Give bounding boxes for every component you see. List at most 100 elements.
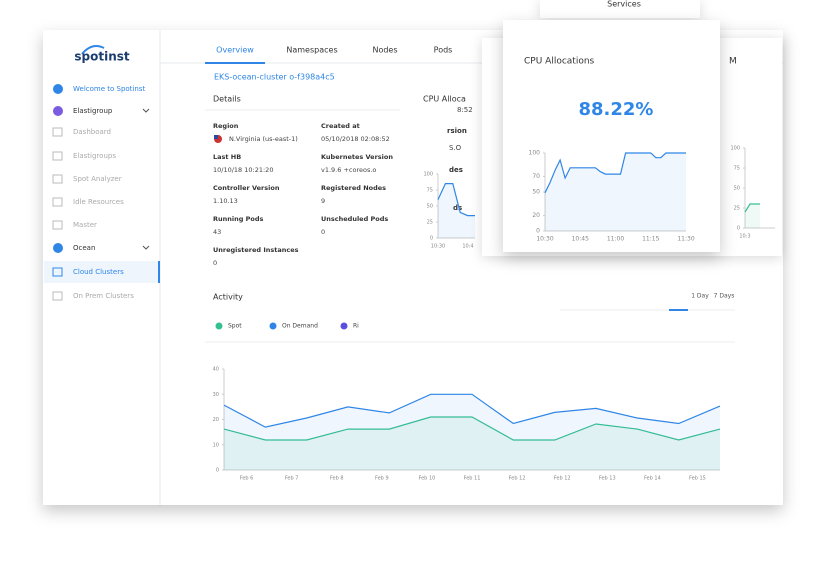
x-tick-label: Feb 10 bbox=[419, 476, 436, 482]
nav-icon bbox=[52, 151, 63, 161]
x-tick-label: Feb 13 bbox=[599, 476, 616, 482]
text-fragment: S.O bbox=[449, 144, 462, 152]
legend-label: Ri bbox=[353, 323, 359, 330]
x-tick-label: Feb 6 bbox=[240, 476, 254, 482]
x-tick-label: 11:15 bbox=[642, 236, 659, 243]
tab[interactable]: Pods bbox=[434, 46, 453, 55]
x-tick-label: Feb 11 bbox=[464, 476, 481, 482]
area bbox=[224, 417, 720, 470]
card-title: CPU Alloca bbox=[423, 95, 466, 104]
nav-item[interactable]: Spot Analyzer bbox=[73, 175, 122, 183]
section-title: Details bbox=[213, 95, 241, 104]
nav-item[interactable]: Cloud Clusters bbox=[73, 268, 124, 276]
nav-icon bbox=[53, 243, 63, 253]
text-fragment: 8:52 bbox=[457, 106, 473, 114]
cluster-name: EKS-ocean-cluster o-f398a4c5 bbox=[214, 73, 335, 82]
x-tick-label: Feb 12 bbox=[554, 476, 571, 482]
card-title: CPU Allocations bbox=[524, 57, 595, 67]
nav-item[interactable]: On Prem Clusters bbox=[73, 292, 134, 300]
nav-icon bbox=[52, 197, 63, 207]
x-tick-label: 10:30 bbox=[536, 236, 553, 243]
x-tick-label: 10:4 bbox=[462, 244, 473, 250]
field-label: Unregistered Instances bbox=[213, 246, 299, 254]
x-tick-label: Feb 9 bbox=[375, 476, 389, 482]
y-tick-label: 25 bbox=[427, 220, 433, 226]
x-tick-label: 10:45 bbox=[572, 236, 589, 243]
y-tick-label: 70 bbox=[532, 173, 540, 180]
field-value: 1.10.13 bbox=[213, 197, 238, 205]
nav-icon bbox=[52, 174, 63, 184]
y-tick-label: 0 bbox=[216, 468, 219, 474]
line bbox=[223, 416, 721, 441]
y-tick-label: 0 bbox=[737, 226, 740, 232]
nav-selected-bar bbox=[158, 261, 160, 283]
cpu-card bbox=[503, 20, 720, 252]
area bbox=[438, 183, 475, 238]
field-value: 0 bbox=[321, 228, 325, 236]
legend-dot bbox=[215, 322, 223, 330]
nav-icon bbox=[52, 291, 63, 301]
section-title: Activity bbox=[213, 293, 243, 302]
y-tick-label: 100 bbox=[529, 150, 541, 157]
area bbox=[224, 394, 720, 470]
card-title: M bbox=[729, 57, 737, 67]
line bbox=[223, 393, 721, 428]
x-tick-label: 10:3 bbox=[739, 234, 750, 240]
field-label: Registered Nodes bbox=[321, 184, 386, 192]
nav-item[interactable]: Ocean bbox=[73, 244, 95, 252]
field-value: 9 bbox=[321, 197, 325, 205]
range-button[interactable]: 7 Days bbox=[714, 293, 735, 300]
tab[interactable]: Nodes bbox=[372, 46, 397, 55]
logo: spotinst bbox=[74, 50, 130, 64]
nav-item[interactable]: Master bbox=[73, 221, 97, 229]
legend-dot bbox=[269, 322, 277, 330]
y-tick-label: 50 bbox=[734, 186, 740, 192]
line bbox=[437, 183, 475, 217]
y-tick-label: 0 bbox=[430, 236, 433, 242]
nav-item[interactable]: Elastigroup bbox=[73, 107, 113, 115]
field-value: 43 bbox=[213, 228, 221, 236]
tab[interactable]: Namespaces bbox=[286, 46, 337, 55]
nav-icon bbox=[52, 127, 63, 137]
y-tick-label: 100 bbox=[730, 146, 740, 152]
line bbox=[544, 152, 686, 194]
field-label: Kubernetes Version bbox=[321, 153, 393, 161]
text-fragment: des bbox=[449, 166, 463, 174]
legend-label: On Demand bbox=[282, 323, 318, 330]
x-tick-label: 11:30 bbox=[677, 236, 694, 243]
field-label: Created at bbox=[321, 122, 360, 130]
range-button[interactable]: 1 Day bbox=[691, 293, 709, 300]
legend-dot bbox=[340, 322, 348, 330]
y-tick-label: 20 bbox=[532, 212, 540, 219]
logo-mark bbox=[81, 45, 105, 55]
tab[interactable]: Overview bbox=[216, 46, 254, 55]
y-tick-label: 25 bbox=[734, 206, 740, 212]
x-tick-label: Feb 8 bbox=[330, 476, 344, 482]
y-tick-label: 50 bbox=[532, 189, 540, 196]
area bbox=[745, 204, 760, 228]
nav-item[interactable]: Idle Resources bbox=[73, 198, 124, 206]
y-tick-label: 100 bbox=[423, 172, 433, 178]
cpu-value: 88.22% bbox=[579, 99, 654, 120]
field-label: Controller Version bbox=[213, 184, 280, 192]
y-tick-label: 75 bbox=[734, 166, 740, 172]
x-tick-label: Feb 14 bbox=[644, 476, 661, 482]
legend-label: Spot bbox=[228, 323, 242, 330]
x-tick-label: Feb 7 bbox=[285, 476, 299, 482]
line bbox=[744, 203, 760, 213]
nav-selected-bg bbox=[44, 261, 160, 283]
services-tab bbox=[540, 0, 700, 18]
nav-icon bbox=[52, 220, 63, 230]
x-tick-label: Feb 12 bbox=[509, 476, 526, 482]
field-label: Region bbox=[213, 122, 239, 130]
x-tick-label: Feb 15 bbox=[689, 476, 706, 482]
chevron bbox=[142, 108, 150, 113]
nav-item[interactable]: Welcome to Spotinst bbox=[73, 85, 145, 93]
nav-icon bbox=[53, 84, 63, 94]
field-label: Running Pods bbox=[213, 215, 264, 223]
nav-item[interactable]: Dashboard bbox=[73, 128, 111, 136]
nav-item[interactable]: Elastigroups bbox=[73, 152, 116, 160]
x-tick-label: 10:30 bbox=[431, 244, 445, 250]
